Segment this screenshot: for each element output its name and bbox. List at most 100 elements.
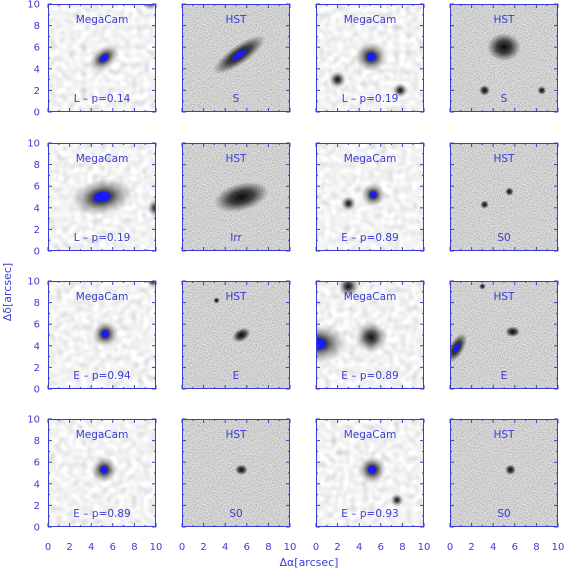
y-tick-label: 8: [34, 160, 40, 171]
x-tick-label: 6: [512, 542, 518, 553]
galaxy-source: [214, 181, 269, 213]
y-tick-label: 4: [34, 479, 40, 490]
image-panel: MegaCam E – p=0.94: [47, 280, 157, 390]
classification-label: E: [233, 370, 240, 382]
classification-label: L – p=0.14: [74, 93, 131, 105]
image-background: [450, 143, 558, 251]
galaxy-core: [231, 49, 247, 61]
x-tick-label: 2: [334, 542, 340, 553]
classification-label: L – p=0.19: [74, 232, 131, 244]
y-tick-label: 10: [27, 277, 40, 288]
image-panel: HST S0: [449, 142, 559, 252]
y-tick-label: 4: [34, 341, 40, 352]
instrument-label: HST: [494, 14, 516, 26]
image-panel: HST E: [449, 280, 559, 390]
y-tick-label: 4: [34, 64, 40, 75]
classification-label: S: [233, 93, 240, 105]
galaxy-source: [328, 70, 347, 89]
galaxy-core: [366, 52, 376, 62]
galaxy-core: [453, 343, 460, 353]
instrument-label: HST: [226, 429, 248, 441]
x-tick-label: 10: [150, 542, 163, 553]
instrument-label: MegaCam: [344, 14, 397, 26]
image-panel: MegaCam E – p=0.89: [315, 280, 425, 390]
y-tick-label: 6: [34, 458, 40, 469]
x-tick-label: 4: [88, 542, 94, 553]
galaxy-core: [369, 191, 377, 199]
galaxy-source: [234, 464, 248, 476]
image-panel: MegaCam E – p=0.89: [315, 142, 425, 252]
image-panel: HST Irr: [181, 142, 291, 252]
image-panel: HST S0: [449, 418, 559, 528]
x-tick-label: 8: [265, 542, 271, 553]
y-tick-label: 6: [34, 320, 40, 331]
classification-label: Irr: [230, 232, 242, 244]
galaxy-source: [392, 82, 408, 98]
instrument-label: MegaCam: [76, 153, 129, 165]
classification-label: E – p=0.89: [341, 370, 398, 382]
instrument-label: MegaCam: [76, 429, 129, 441]
x-tick-label: 8: [533, 542, 539, 553]
image-panel: MegaCam L – p=0.19: [47, 142, 157, 252]
y-tick-label: 6: [34, 43, 40, 54]
y-tick-label: 8: [34, 436, 40, 447]
x-tick-label: 6: [244, 542, 250, 553]
instrument-label: MegaCam: [76, 14, 129, 26]
y-tick-label: 2: [34, 86, 40, 97]
y-tick-label: 2: [34, 225, 40, 236]
classification-label: E – p=0.89: [341, 232, 398, 244]
image-panel: HST E: [181, 280, 291, 390]
x-tick-label: 0: [179, 542, 185, 553]
x-tick-label: 0: [447, 542, 453, 553]
classification-label: E – p=0.93: [341, 508, 398, 520]
classification-label: S: [501, 93, 508, 105]
x-tick-label: 6: [110, 542, 116, 553]
galaxy-source: [146, 281, 156, 288]
classification-label: E – p=0.89: [73, 508, 130, 520]
instrument-label: HST: [494, 291, 516, 303]
x-tick-label: 0: [313, 542, 319, 553]
image-panel: HST S0: [181, 418, 291, 528]
x-tick-label: 0: [45, 542, 51, 553]
instrument-label: HST: [226, 14, 248, 26]
image-background: [182, 419, 290, 527]
galaxy-source: [337, 281, 360, 298]
y-tick-label: 0: [34, 108, 40, 119]
x-tick-label: 4: [222, 542, 228, 553]
galaxy-core: [368, 465, 377, 474]
instrument-label: HST: [494, 153, 516, 165]
instrument-label: HST: [226, 291, 248, 303]
galaxy-source: [390, 493, 404, 507]
y-axis-title: Δδ[arcsec]: [1, 263, 14, 321]
instrument-label: MegaCam: [344, 153, 397, 165]
x-tick-label: 10: [418, 542, 431, 553]
image-background: [450, 281, 558, 389]
x-tick-label: 10: [284, 542, 297, 553]
x-tick-label: 10: [552, 542, 564, 553]
galaxy-core: [93, 191, 111, 203]
galaxy-source: [232, 327, 251, 343]
x-tick-label: 2: [200, 542, 206, 553]
y-tick-label: 2: [34, 501, 40, 512]
galaxy-source: [505, 464, 516, 476]
galaxy-source: [479, 283, 486, 290]
galaxy-core: [99, 54, 109, 62]
image-panel: MegaCam E – p=0.93: [315, 418, 425, 528]
y-tick-label: 2: [34, 363, 40, 374]
axes-layer: 0 2 4 6 8 10 0 2 4 6 8 10 0 2 4 6 8 10 0 2 4 6 8 10 0 2 4 6 8 10 0 2 4 6 8…: [27, 0, 564, 553]
y-tick-label: 0: [34, 523, 40, 534]
y-tick-label: 10: [27, 415, 40, 426]
instrument-label: MegaCam: [76, 291, 129, 303]
classification-label: E: [501, 370, 508, 382]
image-background: [450, 419, 558, 527]
x-tick-label: 8: [131, 542, 137, 553]
y-tick-label: 8: [34, 21, 40, 32]
x-tick-label: 6: [378, 542, 384, 553]
galaxy-core: [101, 330, 109, 338]
galaxy-source: [354, 320, 388, 354]
image-panel: MegaCam L – p=0.14: [47, 3, 157, 113]
instrument-label: MegaCam: [344, 429, 397, 441]
galaxy-source: [479, 85, 490, 96]
y-tick-label: 10: [27, 139, 40, 150]
instrument-label: MegaCam: [344, 291, 397, 303]
